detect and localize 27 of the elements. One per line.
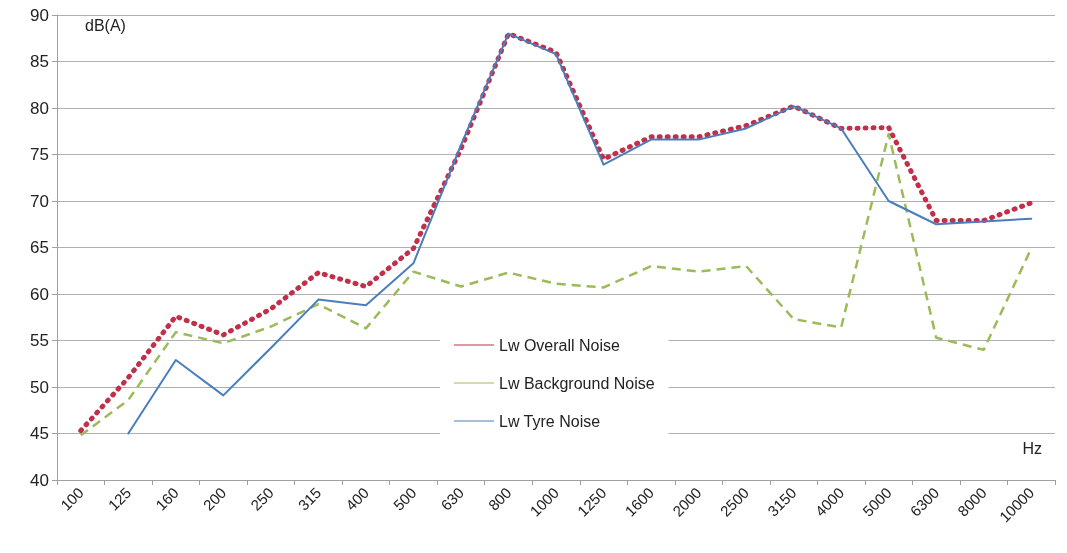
y-tick-label: 60 — [30, 284, 49, 304]
x-tick-label: 800 — [484, 483, 515, 514]
line-series — [79, 132, 1033, 437]
x-tick-label: 400 — [342, 483, 372, 514]
x-tick-label: 100 — [57, 483, 87, 514]
x-axis-title: Hz — [1022, 439, 1043, 457]
x-tick-label: 160 — [152, 483, 182, 514]
legend-label: Lw Overall Noise — [499, 336, 621, 354]
legend-label: Lw Background Noise — [499, 374, 655, 392]
x-tick-label: 250 — [247, 483, 277, 514]
legend-label: Lw Tyre Noise — [499, 412, 601, 430]
y-tick-label: 50 — [30, 377, 49, 397]
y-tick-label: 85 — [30, 52, 49, 71]
x-tick-label: 315 — [294, 483, 325, 514]
y-tick-label: 90 — [30, 5, 49, 25]
x-tick-label: 125 — [104, 483, 135, 514]
x-tick-label: 500 — [389, 483, 420, 514]
y-tick-label: 80 — [30, 98, 49, 118]
y-tick-label: 65 — [30, 238, 49, 257]
y-tick-label: 70 — [30, 191, 49, 211]
x-tick-label: 200 — [199, 483, 230, 514]
x-tick-label: 630 — [437, 483, 467, 514]
y-axis-title: dB(A) — [85, 16, 126, 34]
y-tick-label: 75 — [30, 145, 49, 164]
y-tick-label: 45 — [30, 424, 49, 443]
y-tick-label: 55 — [30, 331, 49, 350]
y-tick-label: 40 — [30, 470, 49, 490]
